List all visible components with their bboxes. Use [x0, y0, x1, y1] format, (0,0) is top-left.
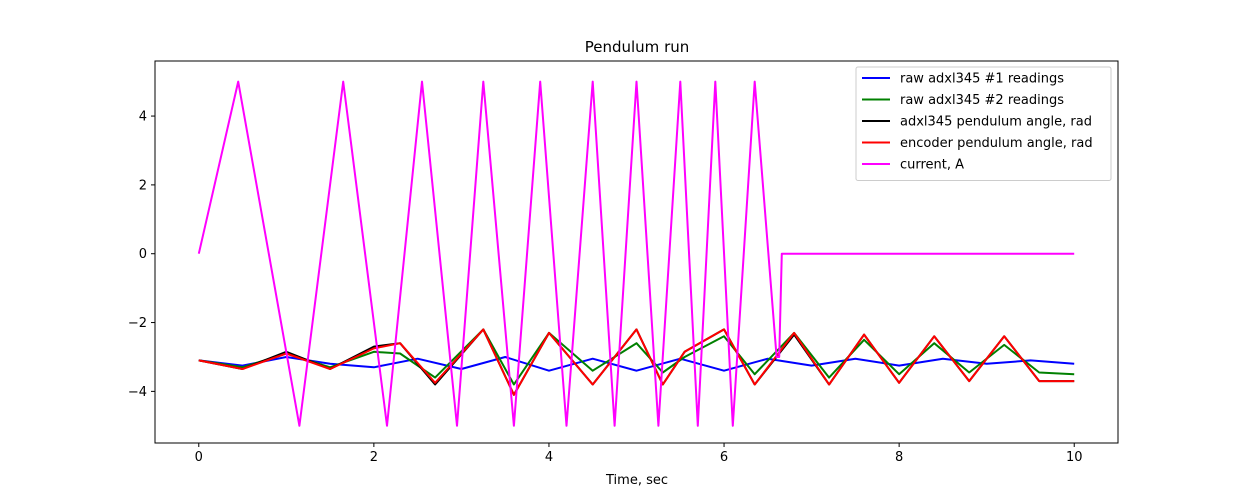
x-axis: 0 2 4 6 8 10 [195, 443, 1083, 465]
y-tick-label: 0 [139, 247, 147, 262]
x-tick-label: 4 [545, 450, 553, 465]
y-tick-label: 4 [139, 110, 147, 125]
series-line-2 [198, 328, 1075, 386]
plot-frame [154, 60, 1119, 444]
chart-title: Pendulum run [585, 38, 690, 56]
x-tick-label: 8 [895, 450, 903, 465]
legend: raw adxl345 #1 readings raw adxl345 #2 re… [855, 66, 1112, 181]
y-tick-label: 2 [139, 178, 147, 193]
legend-label: raw adxl345 #1 readings [900, 72, 1064, 87]
x-tick-label: 2 [370, 450, 378, 465]
legend-label: raw adxl345 #2 readings [900, 93, 1064, 108]
series-line-4 [198, 328, 1075, 396]
legend-label: current, A [900, 158, 964, 173]
y-axis: −4 −2 0 2 4 [128, 110, 155, 400]
series-line-5 [197, 80, 1075, 427]
legend-label: adxl345 pendulum angle, rad [900, 115, 1092, 130]
legend-label: encoder pendulum angle, rad [900, 136, 1093, 151]
x-tick-label: 6 [720, 450, 728, 465]
y-tick-label: −2 [128, 316, 147, 331]
y-tick-label: −4 [128, 385, 147, 400]
legend-box [855, 66, 1112, 181]
series-line-3 [198, 328, 1075, 396]
series-line-1 [198, 356, 1075, 372]
x-tick-label: 10 [1066, 450, 1083, 465]
x-axis-label: Time, sec [605, 473, 668, 488]
x-tick-label: 0 [195, 450, 203, 465]
plot-area [197, 80, 1075, 427]
